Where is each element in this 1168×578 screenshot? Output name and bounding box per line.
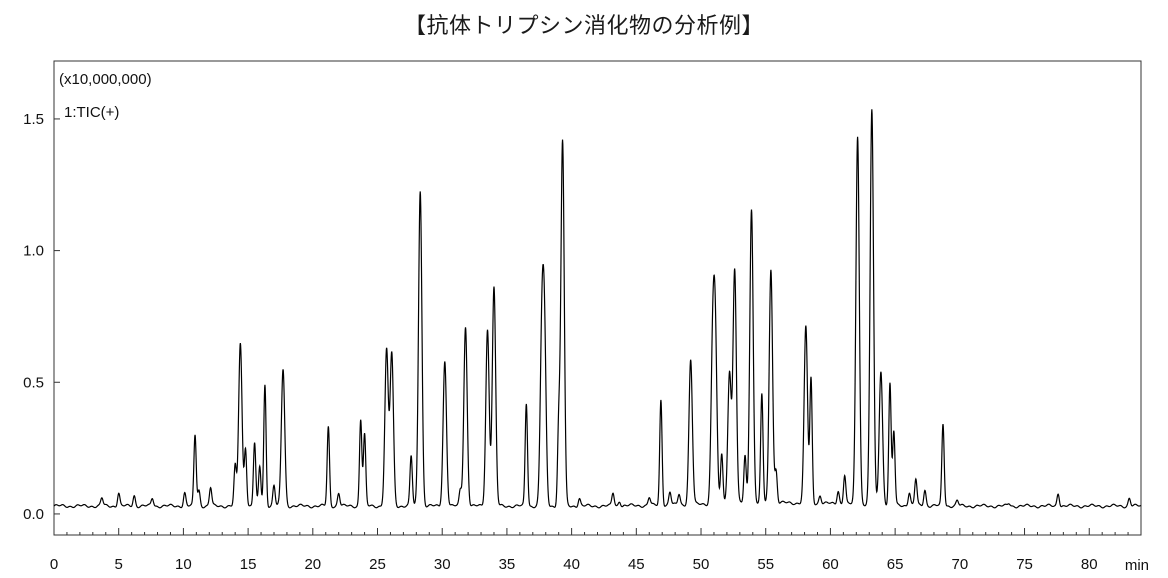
plot-frame [53,60,1142,536]
y-tick-label: 1.0 [23,243,44,260]
x-tick-label: 0 [50,556,58,573]
x-tick-label: 5 [115,556,123,573]
x-tick-label: 35 [499,556,516,573]
x-tick-label: 50 [693,556,710,573]
y-tick-label: 0.5 [23,374,44,391]
x-tick-label: 80 [1081,556,1098,573]
x-tick-label: 10 [175,556,192,573]
x-unit-label: min [1125,557,1149,574]
x-tick-label: 60 [822,556,839,573]
y-tick-label: 1.5 [23,111,44,128]
x-tick-label: 70 [951,556,968,573]
tic-trace-line [53,109,1142,509]
x-tick-label: 65 [887,556,904,573]
trace-label: 1:TIC(+) [64,104,119,121]
x-tick-label: 40 [563,556,580,573]
x-tick-label: 45 [628,556,645,573]
x-tick-label: 30 [434,556,451,573]
x-tick-label: 20 [304,556,321,573]
x-tick-label: 25 [369,556,386,573]
chart-title: 【抗体トリプシン消化物の分析例】 [403,14,764,39]
y-tick-label: 0.0 [23,506,44,523]
x-tick-label: 55 [757,556,774,573]
y-axis: 0.0 0.5 1.0 1.5 [23,111,60,523]
x-axis: 0 5 10 15 20 25 30 35 40 45 50 55 60 65 70 75 80 [50,528,1142,573]
x-tick-label: 75 [1016,556,1033,573]
x-tick-label: 15 [240,556,257,573]
scale-note: (x10,000,000) [59,71,152,88]
